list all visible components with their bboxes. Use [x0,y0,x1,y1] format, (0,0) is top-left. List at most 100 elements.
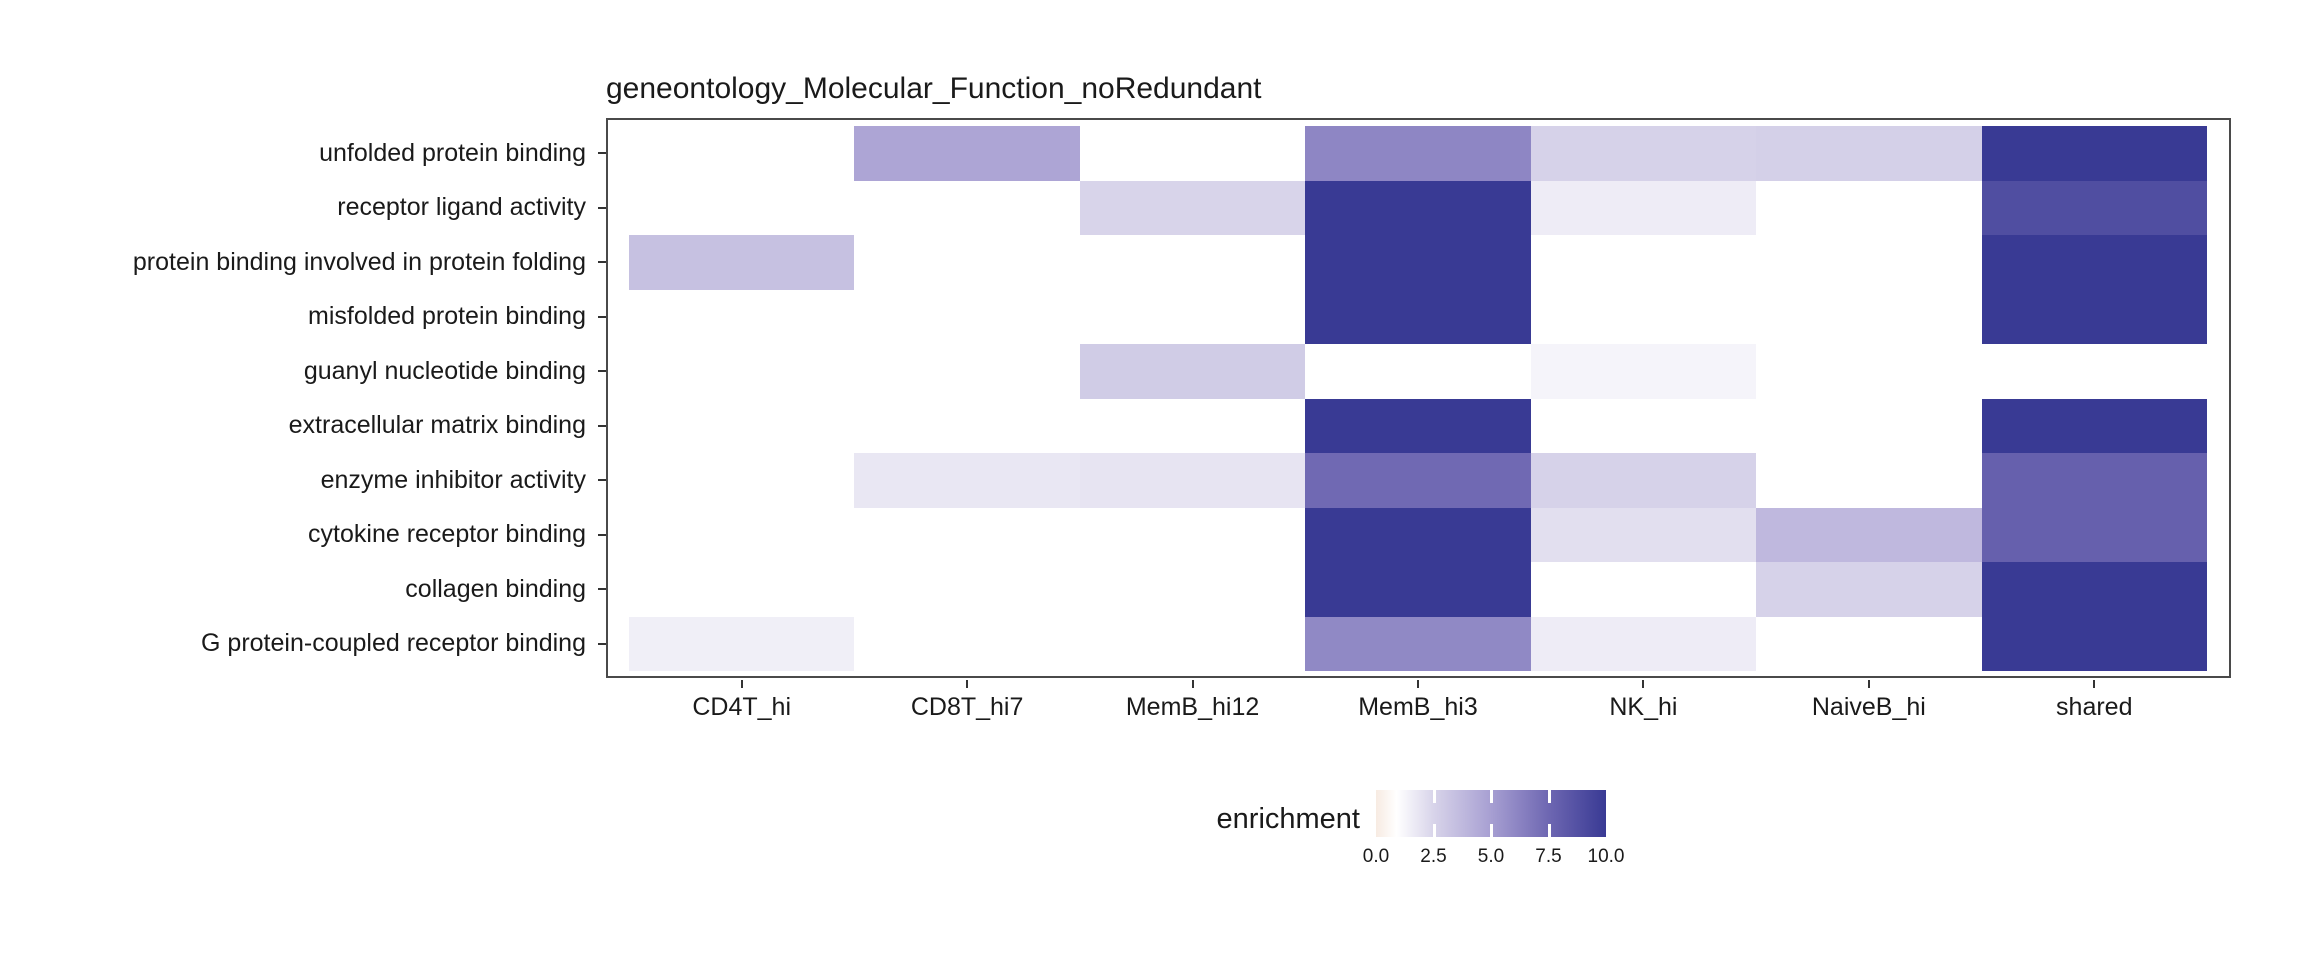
heatmap-cell [1530,344,1757,399]
heatmap-cell [1305,289,1531,344]
heatmap-cell [1756,399,1981,454]
y-axis-row: guanyl nucleotide binding [0,344,606,399]
x-axis-label: CD4T_hi [692,693,792,721]
heatmap-cell [1756,344,1981,399]
heatmap-tiles [629,126,2207,671]
heatmap-cell [1080,562,1305,617]
heatmap-cell [1305,180,1531,235]
heatmap-cell [854,235,1079,290]
heatmap-cell [1305,344,1530,399]
heatmap-cell [1756,126,1982,181]
heatmap-cell [1531,235,1756,290]
chart-title: geneontology_Molecular_Function_noRedund… [606,72,1262,105]
heatmap-cell [1305,507,1531,562]
heatmap-cell [629,453,854,508]
heatmap-cell [1080,617,1305,672]
heatmap-cell [1756,562,1982,617]
x-tick-mark [740,680,743,688]
heatmap-cell [1981,616,2207,671]
heatmap-cell [1531,399,1756,454]
legend-tick-label: 2.5 [1420,846,1447,867]
x-axis-column: MemB_hi12 [1080,680,1305,722]
y-axis-label: misfolded protein binding [308,302,586,331]
legend-colorbar: 0.0 2.5 5.0 7.5 10.0 [1363,790,1624,867]
y-axis-label: G protein-coupled receptor binding [201,629,586,658]
x-axis-label: shared [2056,693,2133,721]
y-axis-row: protein binding involved in protein fold… [0,235,606,290]
y-axis-row: enzyme inhibitor activity [0,453,606,508]
x-axis-label: NaiveB_hi [1811,693,1926,721]
heatmap-cell [1079,180,1306,235]
y-tick-mark [598,315,606,318]
heatmap-cell [1981,289,2207,344]
heatmap-cell [1305,126,1531,181]
heatmap-cell [854,562,1079,617]
heatmap-cell [854,126,1080,181]
legend-tick-notch [1432,824,1436,837]
y-tick-mark [598,152,606,155]
heatmap-cell [629,562,854,617]
heatmap-cell [1981,235,2207,290]
heatmap-cell [629,344,854,399]
y-axis-label: guanyl nucleotide binding [303,356,586,385]
y-axis: unfolded protein binding receptor ligand … [0,126,606,672]
heatmap-cell [1981,507,2207,562]
legend-tick-notch [1547,790,1551,803]
heatmap-cell [1531,562,1756,617]
y-axis-label: collagen binding [405,574,586,603]
y-axis-label: cytokine receptor binding [308,520,586,549]
x-axis-column: NaiveB_hi [1756,680,1981,722]
legend-tick-notch [1490,824,1493,837]
y-tick-mark [598,533,606,536]
heatmap-cell [854,617,1079,672]
x-axis-label: NK_hi [1609,693,1678,721]
y-axis-row: cytokine receptor binding [0,508,606,563]
y-axis-row: collagen binding [0,562,606,617]
y-tick-mark [598,424,606,427]
heatmap-cell [1080,508,1305,563]
y-axis-row: receptor ligand activity [0,181,606,236]
y-axis-label: enzyme inhibitor activity [320,465,586,494]
heatmap-cell [629,508,854,563]
y-axis-label: protein binding involved in protein fold… [132,247,586,276]
y-tick-mark [598,588,606,591]
heatmap-cell [1530,507,1757,562]
heatmap-cell [1531,290,1756,345]
y-axis-label: receptor ligand activity [337,193,586,222]
legend-tick-label: 5.0 [1477,846,1505,867]
heatmap-cell [1981,398,2207,453]
y-axis-row: G protein-coupled receptor binding [0,617,606,672]
y-tick-mark [598,642,606,645]
legend-tick-label: 7.5 [1535,846,1562,867]
heatmap-cell [1756,507,1982,562]
heatmap-cell [1305,398,1531,453]
x-tick-mark [966,680,969,688]
heatmap-panel [606,118,2231,678]
legend-title: enrichment [1216,803,1360,835]
heatmap-cell [1530,126,1757,181]
heatmap-cell [1981,562,2207,617]
x-axis-label: CD8T_hi7 [910,693,1024,721]
heatmap-cell [1080,235,1305,290]
legend-tick-labels: 0.0 2.5 5.0 7.5 10.0 [1363,846,1625,868]
y-tick-mark [598,370,606,373]
x-axis-column: CD4T_hi [629,680,854,722]
x-axis-column: NK_hi [1531,680,1756,722]
heatmap-cell [629,126,854,181]
heatmap-cell [1981,180,2207,235]
y-axis-label: extracellular matrix binding [288,411,586,440]
heatmap-cell [1756,453,1981,508]
heatmap-cell [1756,235,1981,290]
x-tick-mark [1416,680,1419,688]
heatmap-cell [629,181,854,236]
heatmap-cell [1080,290,1305,345]
heatmap-cell [1756,290,1981,345]
x-tick-mark [1191,680,1194,688]
legend-tick-label: 0.0 [1362,846,1390,867]
x-tick-mark [1642,680,1645,688]
heatmap-cell [1982,344,2207,399]
y-tick-mark [598,479,606,482]
heatmap-cell [1530,180,1757,235]
heatmap-cell [1080,399,1305,454]
